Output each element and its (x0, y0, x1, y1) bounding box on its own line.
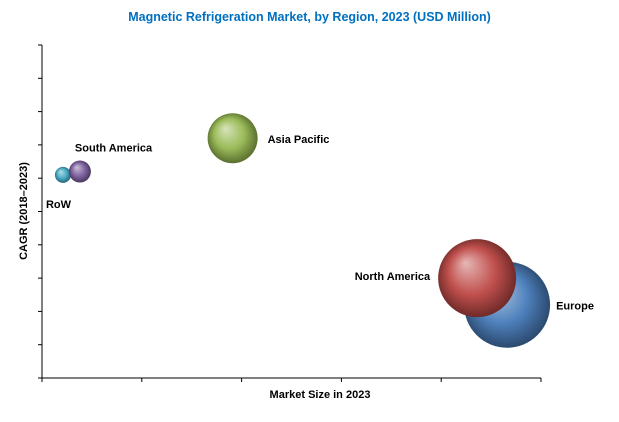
bubble-label-asia-pacific: Asia Pacific (268, 134, 330, 146)
bubble-north-america (438, 239, 517, 318)
y-axis-title: CAGR (2018–2023) (18, 162, 30, 260)
bubbles: RoW South America Asia Pacific Europe North … (46, 113, 594, 348)
bubble-south-america (68, 160, 91, 183)
bubble-label-north-america: North America (355, 271, 431, 283)
bubble-asia-pacific (207, 113, 258, 164)
axes (38, 44, 542, 382)
chart-title: Magnetic Refrigeration Market, by Region… (128, 10, 491, 24)
bubble-label-row: RoW (46, 199, 72, 211)
x-axis-title: Market Size in 2023 (270, 389, 371, 401)
bubble-row (54, 166, 71, 183)
bubble-label-europe: Europe (556, 301, 594, 313)
bubble-label-south-america: South America (75, 143, 153, 155)
